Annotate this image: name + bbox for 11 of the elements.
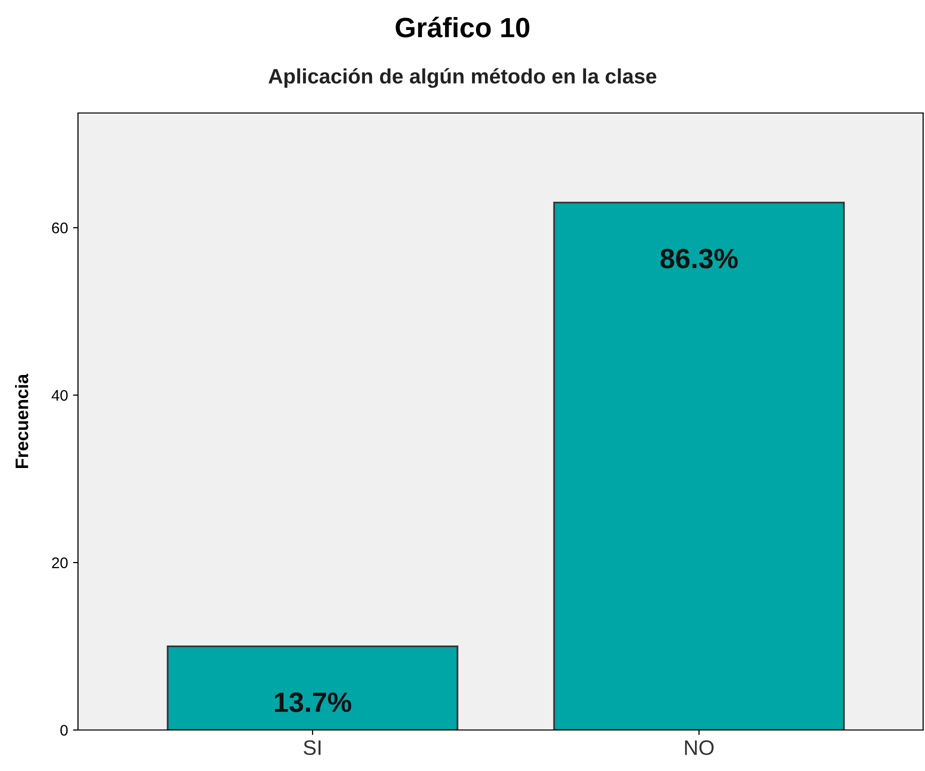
- y-tick-label: 40: [52, 390, 68, 401]
- y-tick-label: 0: [60, 724, 68, 736]
- annotation: 13.7%: [274, 692, 352, 712]
- annotation: 86.3%: [660, 248, 738, 268]
- x-tick-label: NO: [685, 740, 714, 756]
- chart-title: Gráfico 10: [396, 16, 530, 38]
- chart-subtitle: Aplicación de algún método en la clase: [268, 68, 656, 88]
- x-tick-label: SI: [304, 740, 320, 756]
- y-tick-label: 60: [52, 222, 68, 234]
- y-axis-title: Frecuencia: [15, 374, 28, 468]
- y-tick-label: 20: [52, 557, 68, 568]
